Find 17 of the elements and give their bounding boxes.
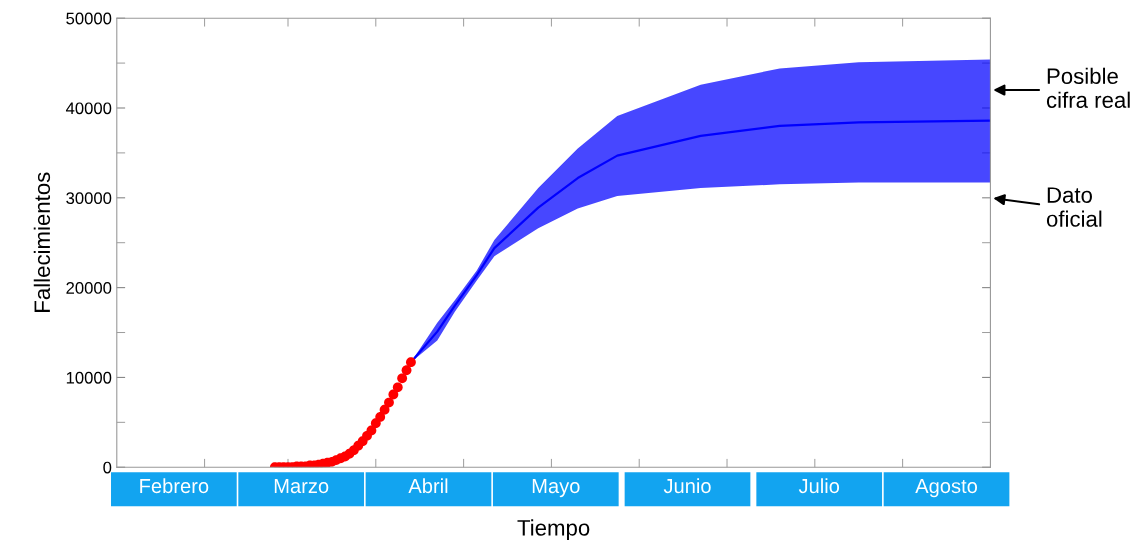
x-tick-label: Febrero bbox=[140, 478, 209, 494]
y-tick-label: 30000 bbox=[66, 192, 112, 205]
y-tick-label: 40000 bbox=[65, 102, 112, 115]
x-tick-label: Junio bbox=[663, 478, 711, 494]
x-axis-title: Tiempo bbox=[517, 519, 590, 541]
y-tick-label: 0 bbox=[103, 461, 112, 474]
y-axis-title: Fallecimientos bbox=[33, 172, 51, 312]
x-tick-label: Abril bbox=[408, 478, 448, 494]
annotation: Posible cifra real bbox=[1046, 67, 1130, 108]
y-tick-label: 50000 bbox=[66, 12, 112, 25]
text: Dato oficial bbox=[1046, 187, 1102, 227]
x-tick-label: Marzo bbox=[274, 479, 329, 494]
x-tick-label: Julio bbox=[798, 478, 840, 494]
y-tick-label: 10000 bbox=[66, 371, 112, 384]
x-tick-label: Mayo bbox=[532, 479, 580, 498]
y-tick-label: 20000 bbox=[66, 282, 112, 294]
x-tick-label: Agosto bbox=[915, 479, 978, 498]
